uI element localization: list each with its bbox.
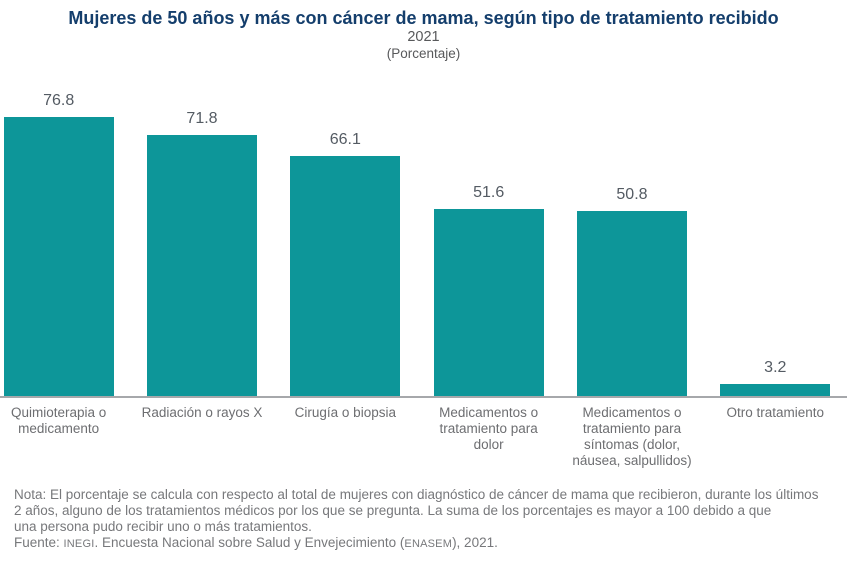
- source-suffix: ), 2021.: [452, 535, 498, 550]
- bar-column: 51.6: [417, 183, 560, 396]
- chart-subtitle-year: 2021: [407, 29, 440, 45]
- source-mid: . Encuesta Nacional sobre Salud y Enveje…: [94, 535, 405, 550]
- source-acronym-enasem: ENASEM: [404, 538, 453, 550]
- bar-value-label: 51.6: [473, 184, 505, 201]
- footnotes: Nota: El porcentaje se calcula con respe…: [14, 487, 847, 552]
- chart-title: Mujeres de 50 años y más con cáncer de m…: [68, 8, 779, 28]
- chart-unit-label: (Porcentaje): [386, 46, 461, 61]
- x-axis-category-label: Otro tratamiento: [726, 405, 825, 420]
- chart-header: Mujeres de 50 años y más con cáncer de m…: [0, 0, 847, 62]
- note-line: 2 años, alguno de los tratamientos médic…: [14, 503, 772, 518]
- bar-column: 76.8: [0, 91, 130, 396]
- bar-column: 66.1: [274, 130, 417, 396]
- x-axis-category-labels: Quimioterapia o medicamento Radiación o r…: [0, 398, 847, 469]
- bar-column: 50.8: [560, 185, 703, 396]
- note-line: Nota: El porcentaje se calcula con respe…: [14, 487, 819, 502]
- x-axis-category-label: Quimioterapia o medicamento: [11, 405, 107, 436]
- bar: [290, 156, 401, 396]
- x-axis-category-label: Cirugía o biopsia: [294, 405, 396, 420]
- bar-chart-plot-area: 76.8 71.8 66.1 51.6 50.8 3.2: [0, 85, 847, 398]
- bar: [576, 211, 687, 396]
- bar-value-label: 76.8: [43, 92, 75, 109]
- bar-value-label: 66.1: [329, 131, 361, 148]
- bar: [146, 135, 257, 396]
- bar-value-label: 50.8: [616, 186, 648, 203]
- bar: [3, 117, 114, 396]
- bar: [720, 384, 831, 396]
- bar-value-label: 3.2: [764, 359, 787, 376]
- bar-value-label: 71.8: [186, 110, 218, 127]
- bar-column: 71.8: [130, 109, 273, 396]
- x-axis-category-label: Medicamentos o tratamiento para síntomas…: [572, 405, 692, 468]
- x-axis-category-label: Medicamentos o tratamiento para dolor: [439, 405, 539, 452]
- source-line: Fuente: INEGI. Encuesta Nacional sobre S…: [14, 535, 847, 552]
- note-line: una persona pudo recibir uno o más trata…: [14, 519, 312, 534]
- bar: [433, 209, 544, 396]
- bar-column: 3.2: [704, 358, 847, 396]
- source-org-inegi: INEGI: [63, 538, 95, 550]
- source-prefix: Fuente:: [14, 535, 64, 550]
- x-axis-category-label: Radiación o rayos X: [141, 405, 263, 420]
